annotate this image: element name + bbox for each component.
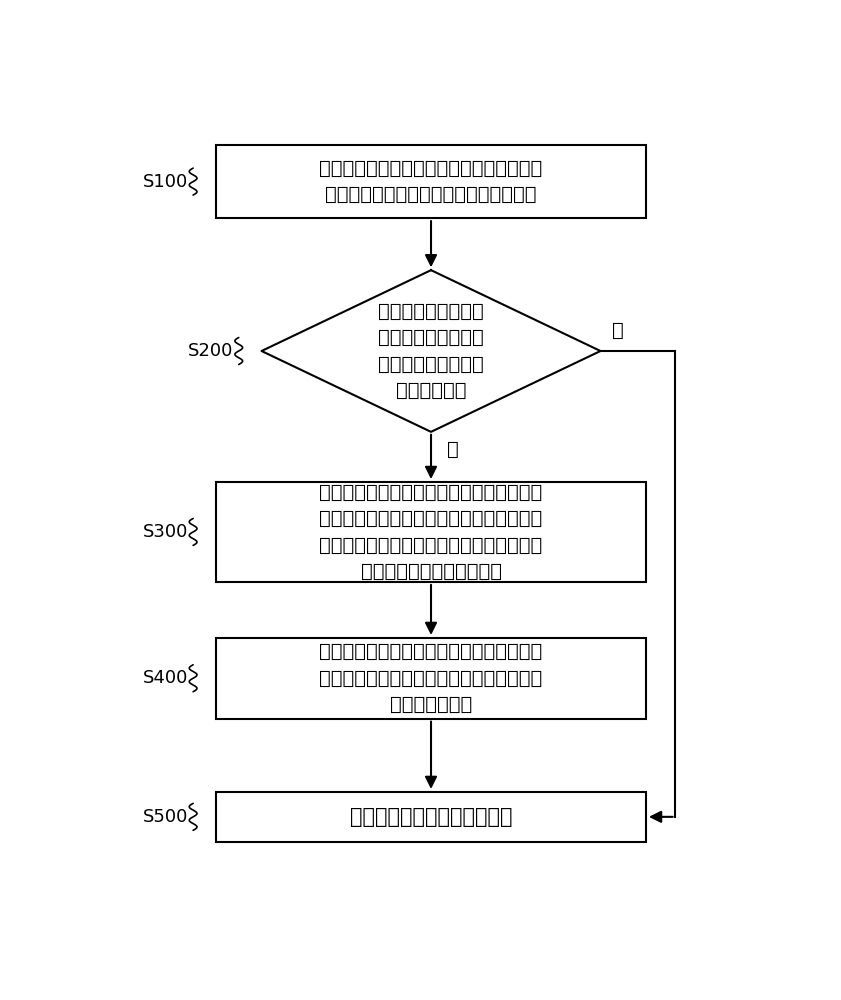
Text: S400: S400 (142, 669, 188, 687)
Bar (216, 482, 646, 582)
Text: S200: S200 (188, 342, 234, 360)
Text: S300: S300 (142, 523, 188, 541)
Bar (216, 638, 646, 719)
Text: 是: 是 (612, 320, 624, 339)
Bar (216, 145, 646, 218)
Text: 响应于手动控制指令或汽车自检指令，汽车
电控系统向控制单元发送气密性检测信号: 响应于手动控制指令或汽车自检指令，汽车 电控系统向控制单元发送气密性检测信号 (320, 159, 542, 204)
Text: 控制单元将动力电池包的气密性检测结果反
馈至汽车电控系统，向驾驶者反馈动力电池
包的气密性信息: 控制单元将动力电池包的气密性检测结果反 馈至汽车电控系统，向驾驶者反馈动力电池 … (320, 642, 542, 714)
Bar (216, 792, 646, 842)
Text: S100: S100 (143, 173, 188, 191)
Text: S500: S500 (142, 808, 188, 826)
Text: 获取涉水传感器的输
出信号，控制单元判
断净化装置的进气口
是否含有水汽: 获取涉水传感器的输 出信号，控制单元判 断净化装置的进气口 是否含有水汽 (378, 302, 484, 400)
Text: 结束动力电池包气密性的检测: 结束动力电池包气密性的检测 (350, 807, 512, 827)
Text: 否: 否 (447, 440, 459, 459)
Polygon shape (262, 270, 600, 432)
Text: 控制单元驱动第一电磁阀、第二电磁阀和空
气泵通断电，向动力电池包进行加压，检测
动力电池包加压后的内部压力变化，得到动
力电池包的气密性检测结果: 控制单元驱动第一电磁阀、第二电磁阀和空 气泵通断电，向动力电池包进行加压，检测 … (320, 483, 542, 581)
